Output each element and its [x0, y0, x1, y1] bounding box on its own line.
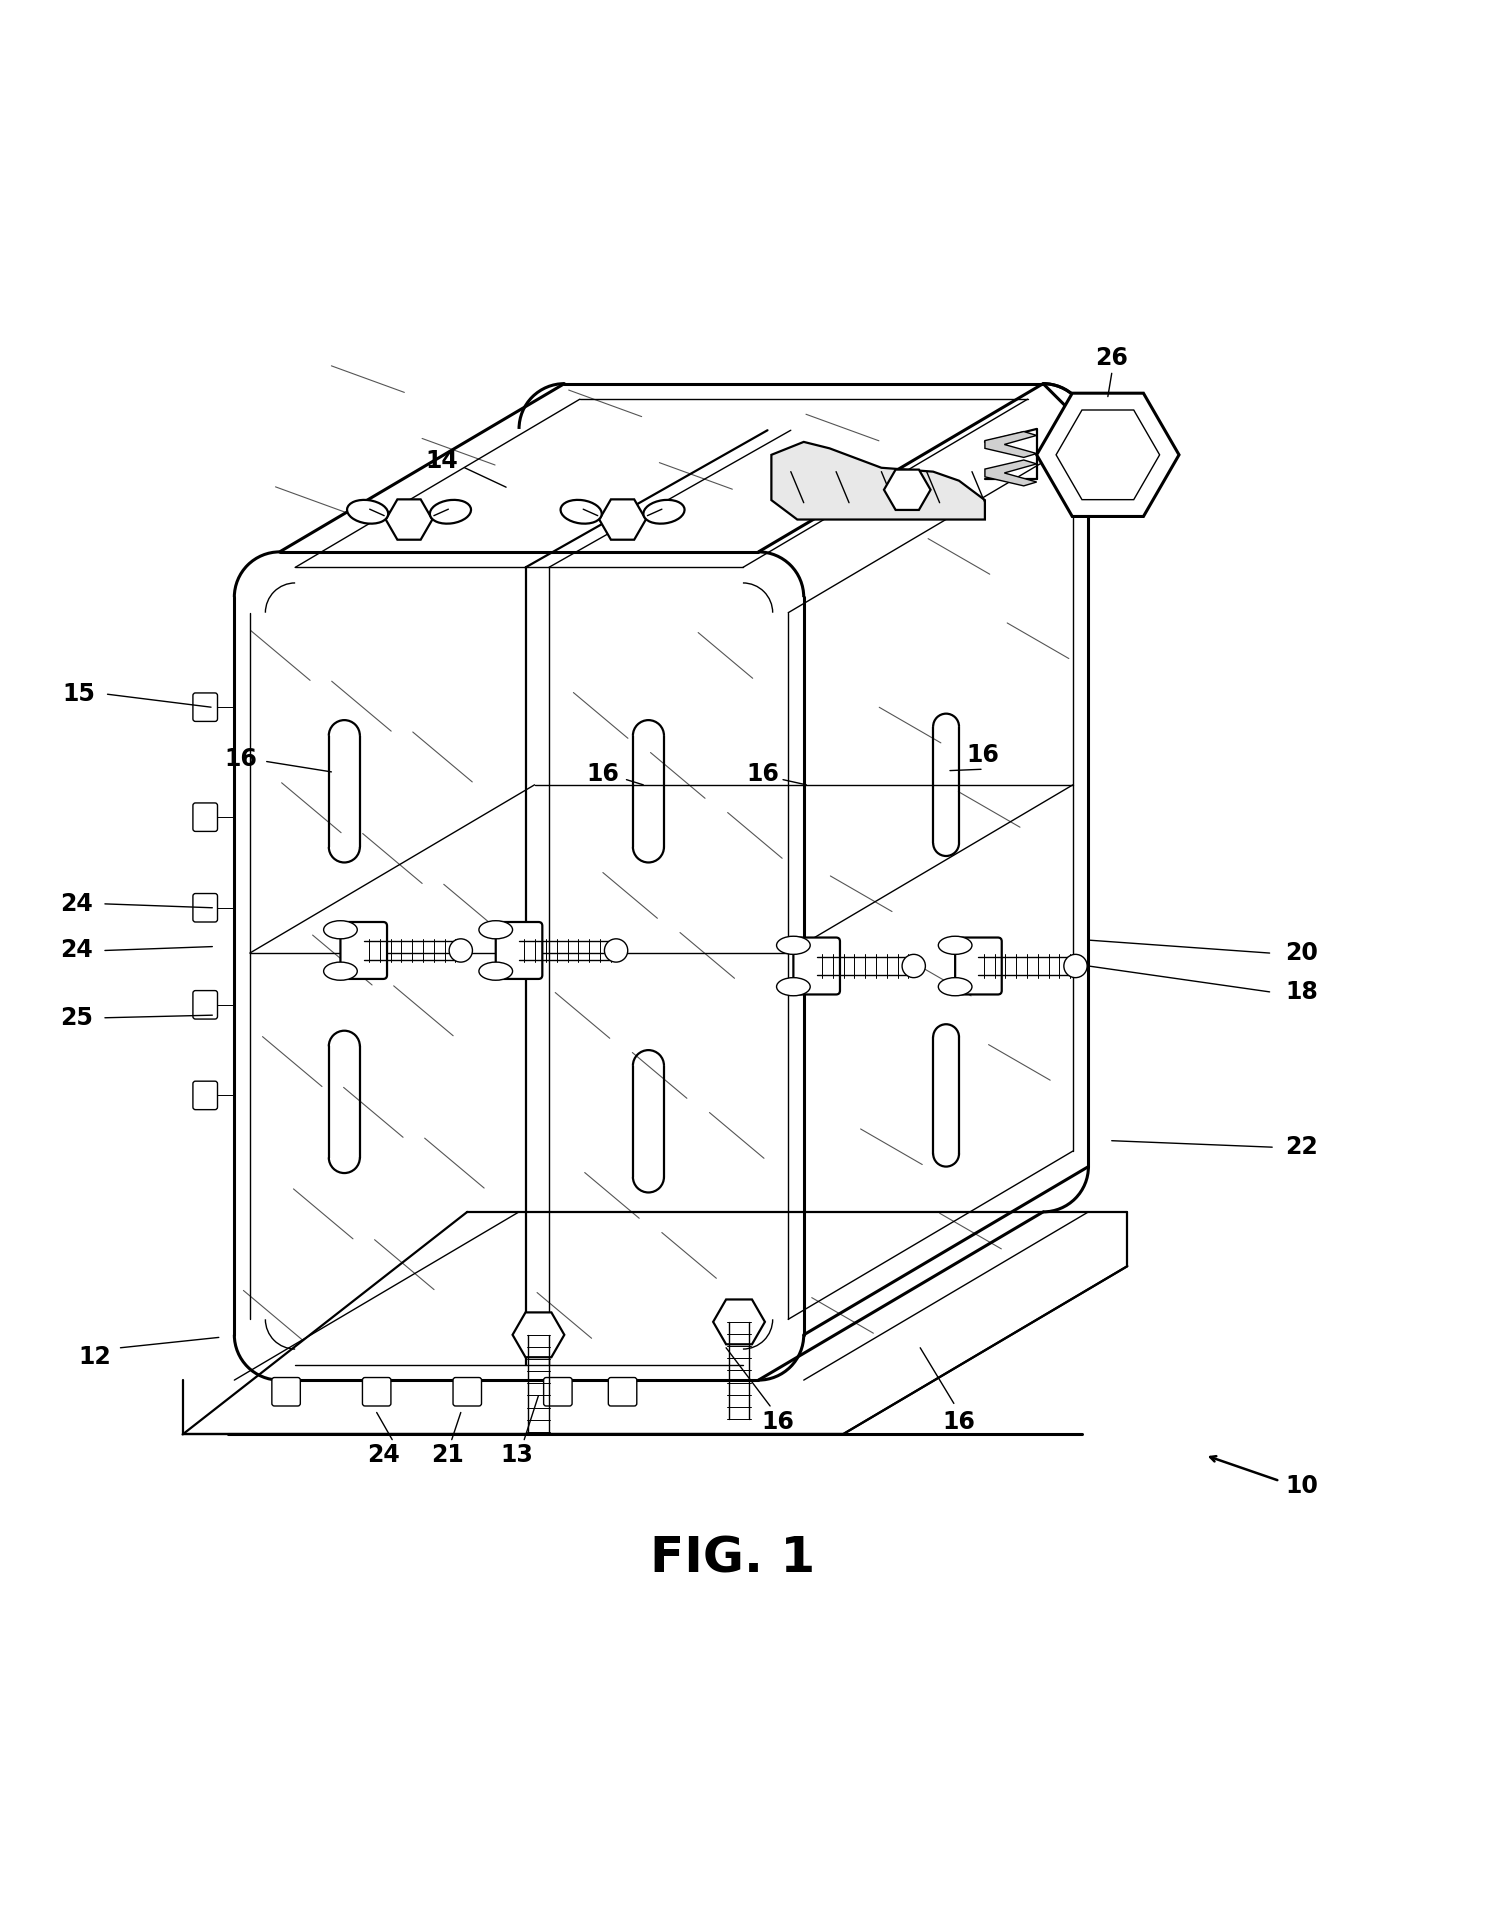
Circle shape — [1065, 954, 1087, 978]
Ellipse shape — [347, 500, 388, 524]
Polygon shape — [986, 431, 1036, 458]
Text: 16: 16 — [942, 1410, 975, 1434]
Polygon shape — [771, 442, 986, 520]
Text: 24: 24 — [60, 893, 92, 916]
FancyBboxPatch shape — [956, 937, 1002, 995]
Ellipse shape — [938, 937, 972, 954]
FancyBboxPatch shape — [192, 893, 218, 922]
Ellipse shape — [479, 962, 513, 980]
Text: 16: 16 — [224, 748, 258, 771]
Text: 15: 15 — [63, 682, 95, 707]
FancyBboxPatch shape — [192, 804, 218, 831]
FancyBboxPatch shape — [362, 1378, 391, 1406]
Text: 14: 14 — [425, 450, 458, 473]
FancyBboxPatch shape — [453, 1378, 482, 1406]
Ellipse shape — [324, 962, 358, 980]
FancyBboxPatch shape — [271, 1378, 300, 1406]
Text: 12: 12 — [78, 1345, 110, 1368]
Text: 16: 16 — [966, 744, 999, 767]
FancyBboxPatch shape — [192, 1082, 218, 1109]
Ellipse shape — [938, 978, 972, 995]
FancyBboxPatch shape — [544, 1378, 573, 1406]
Text: 16: 16 — [587, 763, 620, 786]
Ellipse shape — [324, 922, 358, 939]
FancyBboxPatch shape — [340, 922, 388, 980]
Ellipse shape — [644, 500, 684, 524]
Text: 25: 25 — [60, 1007, 92, 1030]
Text: 21: 21 — [431, 1443, 464, 1466]
Circle shape — [604, 939, 628, 962]
Text: 18: 18 — [1285, 980, 1318, 1005]
FancyBboxPatch shape — [608, 1378, 637, 1406]
Polygon shape — [986, 460, 1036, 485]
Ellipse shape — [777, 978, 810, 995]
Text: 13: 13 — [499, 1443, 532, 1466]
Text: 10: 10 — [1285, 1474, 1318, 1497]
Ellipse shape — [777, 937, 810, 954]
Ellipse shape — [561, 500, 602, 524]
Text: FIG. 1: FIG. 1 — [650, 1534, 816, 1582]
Ellipse shape — [479, 922, 513, 939]
Text: 24: 24 — [60, 939, 92, 962]
FancyBboxPatch shape — [192, 694, 218, 721]
FancyBboxPatch shape — [495, 922, 543, 980]
Text: 24: 24 — [367, 1443, 400, 1466]
FancyBboxPatch shape — [793, 937, 839, 995]
Text: 16: 16 — [746, 763, 778, 786]
Text: 26: 26 — [1096, 346, 1129, 369]
Text: 16: 16 — [762, 1410, 795, 1434]
Circle shape — [902, 954, 926, 978]
Text: 22: 22 — [1285, 1136, 1318, 1159]
Text: 20: 20 — [1285, 941, 1318, 966]
Ellipse shape — [429, 500, 471, 524]
Circle shape — [449, 939, 473, 962]
FancyBboxPatch shape — [192, 991, 218, 1018]
